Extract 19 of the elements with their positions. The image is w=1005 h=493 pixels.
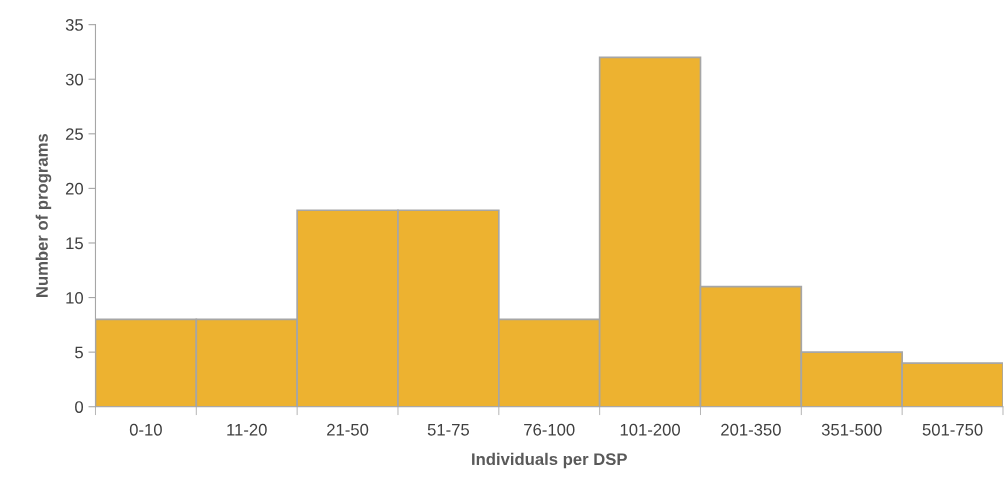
y-tick-label: 0 [75,401,84,413]
y-tick-label: 15 [66,237,83,250]
x-tick-label: 0-10 [129,423,162,436]
y-tick-label: 30 [65,73,84,86]
x-axis-title: Individuals per DSP [472,452,627,469]
x-tick-label: 351-500 [821,423,882,436]
y-tick-label: 35 [65,19,83,31]
y-tick-label: 5 [75,346,83,359]
x-tick-label: 76-100 [524,423,575,436]
x-tick-label: 21-50 [327,423,369,436]
x-tick-label: 11-20 [227,423,267,436]
x-tick-label: 51-75 [427,424,470,436]
y-axis-title: Number of programs [35,133,52,297]
x-tick-label: 201-350 [721,423,781,436]
y-tick-label: 10 [66,291,84,304]
x-tick-label: 501-750 [922,423,983,436]
x-tick-label: 101-200 [620,423,680,436]
y-tick-label: 20 [65,182,84,195]
y-tick-label: 25 [65,128,83,141]
